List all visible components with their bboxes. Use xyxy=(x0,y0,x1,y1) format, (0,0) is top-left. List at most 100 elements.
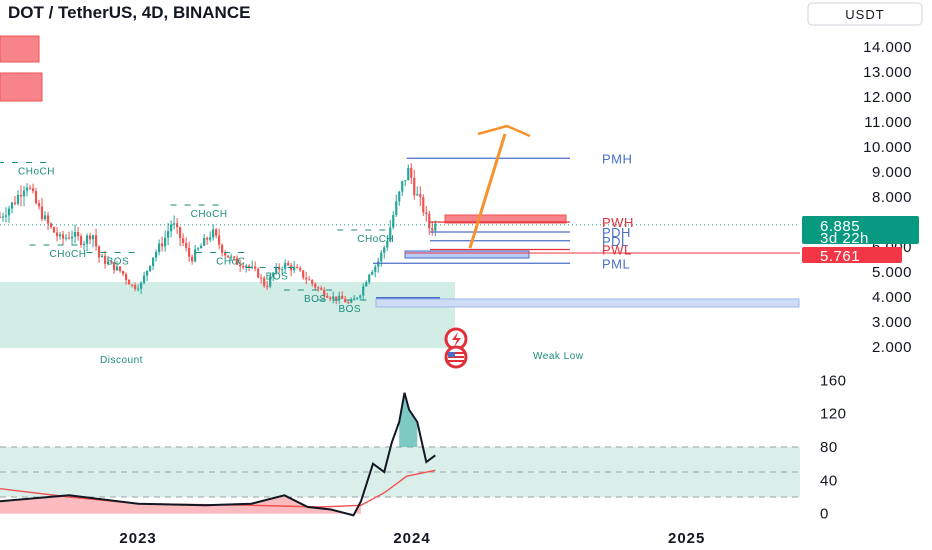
candle-body xyxy=(257,268,260,278)
candle-body xyxy=(413,177,416,196)
candle-body xyxy=(251,266,254,268)
candle-body xyxy=(55,232,59,237)
price-tick-label: 8.000 xyxy=(872,189,912,206)
candle-body xyxy=(275,266,278,273)
candle-body xyxy=(215,229,218,236)
candle-body xyxy=(136,288,140,290)
us-flag-icon[interactable] xyxy=(444,345,468,369)
price-tick-label: 3.000 xyxy=(872,314,912,331)
chart-title: DOT / TetherUS, 4D, BINANCE xyxy=(8,3,250,22)
candle-body xyxy=(377,261,380,267)
candle-body xyxy=(269,276,272,287)
candle-body xyxy=(248,265,251,268)
supply-block-1 xyxy=(0,35,40,63)
candle-body xyxy=(151,257,155,266)
candle-body xyxy=(398,191,401,202)
candle-body xyxy=(200,245,203,249)
candle-body xyxy=(22,190,26,197)
candle-body xyxy=(70,236,74,239)
candle-body xyxy=(188,247,191,257)
countdown: 3d 22h xyxy=(820,230,869,247)
candle-body xyxy=(416,194,419,196)
level-label-pwl: PWL xyxy=(602,243,632,258)
candle-body xyxy=(154,252,158,258)
candle-body xyxy=(221,244,224,254)
candle-body xyxy=(296,266,299,268)
indicator-grid xyxy=(0,446,800,498)
candle-body xyxy=(85,235,89,244)
candle-body xyxy=(353,298,356,301)
time-axis[interactable]: 2023 2024 2025 xyxy=(119,530,705,547)
indicator-pane xyxy=(0,392,436,517)
candle-body xyxy=(281,269,284,271)
candle-body xyxy=(97,246,101,258)
indicator-tick-label: 0 xyxy=(820,506,829,523)
time-tick-label: 2023 xyxy=(119,530,156,547)
candle-body xyxy=(49,223,53,228)
candle-body xyxy=(112,262,116,271)
candle-body xyxy=(311,280,314,284)
candle-body xyxy=(428,213,431,229)
candle-body xyxy=(106,261,110,264)
indicator-line xyxy=(0,392,436,517)
price-axis[interactable]: 14.000 13.000 12.000 11.000 10.000 9.000 8.000… xyxy=(863,39,912,356)
structure-label: BOS xyxy=(107,257,130,268)
projection-arrow xyxy=(468,124,531,249)
candle-body xyxy=(100,255,104,258)
candle-body xyxy=(148,265,152,271)
candle-body xyxy=(34,191,38,204)
candle-body xyxy=(302,270,305,278)
candle-body xyxy=(64,237,68,239)
candle-body xyxy=(239,264,242,267)
candle-body xyxy=(10,202,14,209)
candle-body xyxy=(293,266,296,271)
candle-body xyxy=(341,295,344,299)
candle-body xyxy=(176,223,179,228)
candle-body xyxy=(242,266,245,268)
candle-body xyxy=(389,227,392,242)
candle-body xyxy=(164,237,167,247)
candle-body xyxy=(233,256,236,259)
candle-body xyxy=(335,296,338,301)
lightning-icon[interactable] xyxy=(444,327,468,351)
candle-body xyxy=(245,265,248,268)
candle-body xyxy=(115,266,119,271)
candle-body xyxy=(118,266,122,272)
current-price: 6.885 xyxy=(820,218,860,235)
order-block-red xyxy=(444,214,567,224)
candle-body xyxy=(121,271,125,275)
candle-body xyxy=(365,282,368,287)
structure-label: CHoC xyxy=(216,257,245,268)
candle-body xyxy=(386,241,389,248)
candle-body xyxy=(371,271,374,275)
currency-button[interactable]: USDT xyxy=(807,2,923,26)
candle-body xyxy=(67,237,71,239)
candle-body xyxy=(308,279,311,281)
time-tick-label: 2024 xyxy=(393,530,430,547)
candle-body xyxy=(139,282,143,289)
candle-body xyxy=(332,296,335,300)
candle-body xyxy=(284,262,287,270)
candle-body xyxy=(43,215,47,220)
candle-body xyxy=(392,215,395,228)
candle-body xyxy=(350,300,353,303)
candle-body xyxy=(19,195,23,197)
price-tick-label: 9.000 xyxy=(872,164,912,181)
price-tick-label: 2.000 xyxy=(872,339,912,356)
candle-body xyxy=(236,258,239,265)
structure-label: CHoCH xyxy=(18,167,55,178)
candle-body xyxy=(254,266,257,269)
candle-body xyxy=(16,195,20,204)
candle-body xyxy=(194,249,197,262)
candle-body xyxy=(326,295,329,298)
currency-label: USDT xyxy=(845,7,884,22)
structure-label: BOS xyxy=(304,294,327,305)
secondary-price-badge: 5.761 xyxy=(802,247,902,265)
price-tick-label: 14.000 xyxy=(863,39,912,56)
candle-body xyxy=(419,194,422,198)
candle-body xyxy=(227,255,230,258)
candle-body xyxy=(4,215,8,217)
candle-body xyxy=(359,295,362,298)
candle-body xyxy=(88,235,92,240)
